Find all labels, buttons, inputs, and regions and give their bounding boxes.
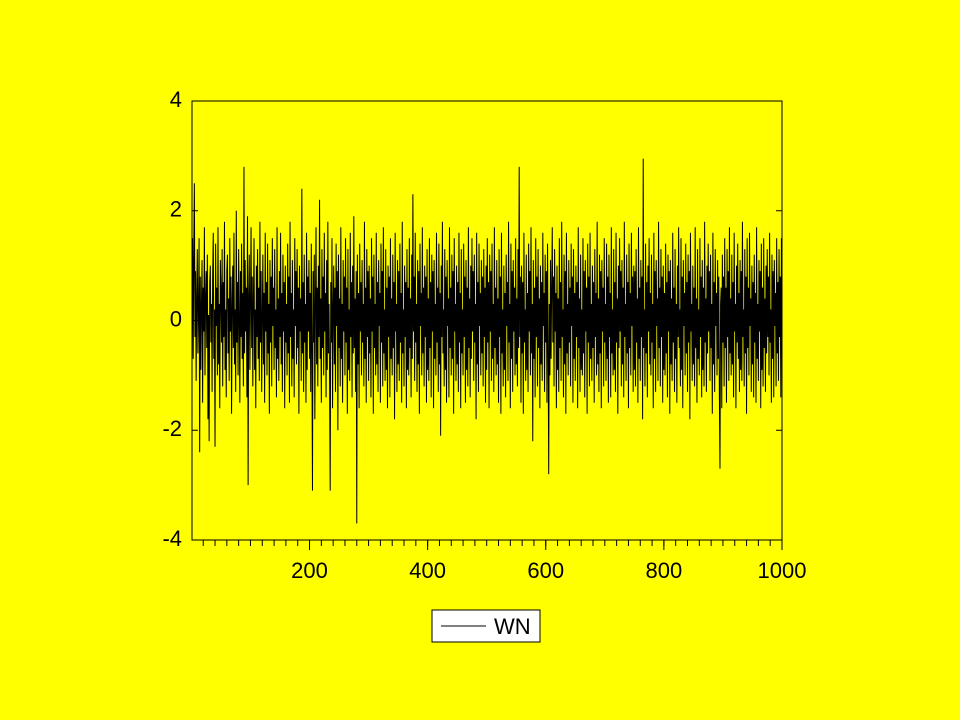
series-line xyxy=(191,158,783,524)
y-tick-label: 2 xyxy=(170,197,182,222)
x-tick-label: 1000 xyxy=(758,558,807,583)
y-tick-label: 0 xyxy=(170,306,182,331)
legend: WN xyxy=(431,609,541,643)
y-tick-label: -2 xyxy=(162,416,182,441)
legend-label: WN xyxy=(494,614,531,639)
y-tick-label: 4 xyxy=(170,87,182,112)
x-tick-label: 600 xyxy=(527,558,564,583)
x-tick-label: 800 xyxy=(646,558,683,583)
y-tick-label: -4 xyxy=(162,526,182,551)
x-tick-label: 200 xyxy=(291,558,328,583)
x-tick-label: 400 xyxy=(409,558,446,583)
